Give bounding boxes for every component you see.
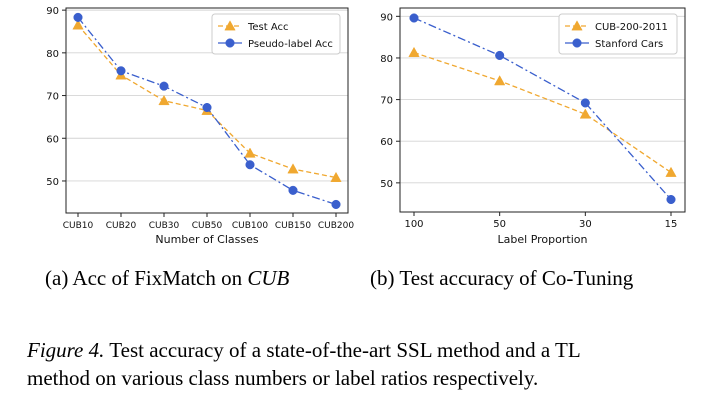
legend-marker: [225, 38, 235, 48]
chart-b: 50 60 70 80 90 100 50 30 15 Label Proportion CUB-2…: [380, 7, 686, 246]
legend-box: [211, 13, 341, 55]
data-point: [158, 94, 170, 106]
y-tick-label: 80: [46, 49, 59, 60]
x-tick-label: 30: [579, 219, 592, 230]
data-point: [330, 171, 342, 182]
chart-a: 50 60 70 80 90 CUB10 CUB20 CUB30 CUB50 CUB100 CUB1…: [46, 6, 354, 246]
legend-marker: [572, 38, 582, 48]
series-line-1: [413, 51, 672, 173]
y-tick-label: 90: [46, 6, 59, 17]
y-tick-label: 70: [380, 96, 393, 107]
data-point: [495, 50, 505, 61]
data-point: [202, 102, 212, 113]
y-tick-label: 90: [380, 12, 393, 23]
x-tick-label: CUB200: [318, 221, 354, 231]
x-axis-label: Label Proportion: [498, 233, 588, 246]
data-point: [409, 13, 419, 23]
legend-label: Stanford Cars: [595, 39, 663, 50]
data-point: [580, 98, 590, 108]
x-tick-label: CUB10: [63, 221, 94, 231]
data-point: [245, 160, 255, 170]
y-tick-label: 50: [46, 177, 59, 188]
x-tick-label: 15: [665, 219, 678, 230]
figure-label: Figure 4.: [27, 338, 105, 362]
data-point: [244, 147, 256, 158]
x-tick-label: CUB100: [232, 221, 268, 231]
data-point: [73, 12, 83, 22]
caption-b: (b) Test accuracy of Co-Tuning: [370, 266, 633, 291]
data-point: [287, 163, 299, 174]
x-tick-label: CUB150: [275, 221, 311, 231]
data-point: [494, 75, 506, 86]
legend-label: CUB-200-2011: [595, 22, 668, 33]
y-tick-label: 70: [46, 92, 59, 103]
caption-b-text: (b) Test accuracy of Co-Tuning: [370, 266, 634, 290]
x-axis-label: Number of Classes: [155, 233, 258, 246]
x-tick-label: CUB50: [192, 221, 223, 231]
data-point: [72, 19, 84, 30]
data-point: [665, 166, 677, 177]
legend-box: [558, 13, 678, 55]
data-point: [288, 185, 298, 195]
data-point: [116, 66, 126, 76]
data-point: [408, 46, 420, 57]
legend-marker: [571, 20, 583, 31]
x-tick-label: CUB30: [149, 221, 180, 231]
figure-caption-line-2: method on various class numbers or label…: [27, 364, 538, 392]
y-tick-label: 80: [380, 54, 393, 65]
legend-label: Test Acc: [247, 22, 289, 33]
x-tick-label: CUB20: [106, 221, 137, 231]
y-tick-label: 60: [380, 137, 393, 148]
figure-caption: Figure 4. Test accuracy of a state-of-th…: [27, 336, 581, 364]
legend-label: Pseudo-label Acc: [248, 39, 333, 50]
data-point: [579, 108, 591, 119]
legend-marker: [224, 20, 236, 31]
caption-a: (a) Acc of FixMatch on CUB: [45, 266, 289, 291]
y-tick-label: 50: [380, 179, 393, 190]
data-point: [666, 194, 676, 205]
figure-line-1: Test accuracy of a state-of-the-art SSL …: [104, 338, 581, 362]
data-point: [159, 81, 169, 91]
caption-a-text: (a) Acc of FixMatch on: [45, 266, 243, 290]
x-tick-label: 100: [404, 219, 423, 230]
caption-a-dataset: CUB: [247, 266, 290, 290]
y-tick-label: 60: [46, 134, 59, 145]
x-tick-label: 50: [493, 219, 506, 230]
figure-line-2: method on various class numbers or label…: [27, 366, 539, 390]
data-point: [331, 199, 341, 210]
plot-frame: [399, 7, 686, 213]
